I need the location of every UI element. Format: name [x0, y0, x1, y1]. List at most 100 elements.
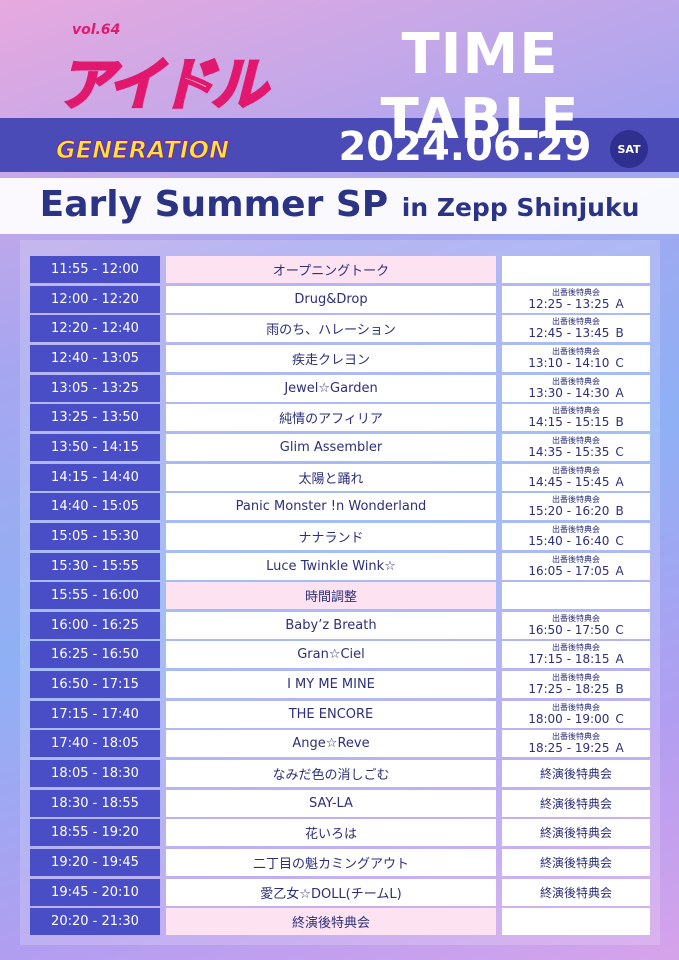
act-cell: Ange☆Reve [166, 730, 496, 758]
time-cell: 18:30 - 18:55 [30, 789, 160, 817]
time-cell: 15:30 - 15:55 [30, 552, 160, 580]
date: 2024.06.29 [338, 124, 592, 170]
benefit-booth: C [615, 444, 624, 459]
after-event: 終演後特典会 [539, 885, 612, 900]
act-cell: ナナランド [166, 522, 496, 550]
time-cell: 12:40 - 13:05 [30, 344, 160, 372]
benefit-period: 18:00 - 19:00 [528, 711, 610, 726]
benefit-period: 13:30 - 14:30 [528, 385, 610, 400]
time-cell: 12:20 - 12:40 [30, 315, 160, 343]
benefit-period: 17:15 - 18:15 [528, 652, 610, 667]
benefit-time: 13:10 - 14:10 C [528, 357, 624, 369]
benefit-time: 17:15 - 18:15 A [528, 653, 623, 665]
time-cell: 12:00 - 12:20 [30, 285, 160, 313]
benefit-label: 出番後特典会 [552, 554, 600, 564]
act-cell: THE ENCORE [166, 700, 496, 728]
act-cell: なみだ色の消しごむ [166, 760, 496, 788]
benefit-period: 12:45 - 13:45 [528, 326, 610, 341]
benefit-cell: 出番後特典会 12:25 - 13:25 A [502, 285, 650, 313]
date-band [0, 118, 679, 172]
after-event: 終演後特典会 [539, 826, 612, 841]
time-cell: 13:25 - 13:50 [30, 404, 160, 432]
benefit-cell: 終演後特典会 [502, 878, 650, 906]
act-cell: SAY-LA [166, 789, 496, 817]
act-cell: 純情のアフィリア [166, 404, 496, 432]
time-cell: 20:20 - 21:30 [30, 908, 160, 936]
benefit-period: 15:20 - 16:20 [528, 504, 610, 519]
benefit-label: 出番後特典会 [552, 317, 600, 327]
benefit-time: 16:05 - 17:05 A [528, 565, 623, 577]
benefit-cell: 出番後特典会 14:45 - 15:45 A [502, 463, 650, 491]
after-event: 終演後特典会 [539, 796, 612, 811]
after-event: 終演後特典会 [539, 856, 612, 870]
after-event: 終演後特典会 [539, 767, 612, 782]
act-cell: 疾走クレヨン [166, 344, 496, 372]
benefit-time: 17:25 - 18:25 B [528, 683, 623, 695]
benefit-cell: 出番後特典会 18:25 - 19:25 A [502, 730, 650, 758]
time-cell: 16:25 - 16:50 [30, 641, 160, 669]
benefit-cell [502, 908, 650, 936]
title: TIME TABLE [380, 22, 580, 152]
time-cell: 14:40 - 15:05 [30, 493, 160, 521]
time-cell: 16:00 - 16:25 [30, 611, 160, 639]
benefit-label: 出番後特典会 [552, 643, 600, 653]
benefit-label: 出番後特典会 [552, 406, 600, 416]
event-venue: in Zepp Shinjuku [401, 193, 640, 222]
act-cell: I MY ME MINE [166, 671, 496, 699]
act-cell: 終演後特典会 [166, 908, 496, 936]
event-name: Early Summer SP [39, 184, 389, 225]
benefit-booth: C [615, 533, 624, 548]
benefit-period: 17:25 - 18:25 [528, 682, 610, 697]
benefit-cell: 出番後特典会 14:35 - 15:35 C [502, 433, 650, 461]
act-cell: オープニングトーク [166, 256, 496, 283]
benefit-booth: B [615, 326, 624, 341]
benefit-cell: 出番後特典会 18:00 - 19:00 C [502, 700, 650, 728]
benefit-cell: 出番後特典会 16:50 - 17:50 C [502, 611, 650, 639]
benefit-period: 13:10 - 14:10 [528, 355, 610, 370]
benefit-period: 16:05 - 17:05 [528, 563, 610, 578]
benefit-period: 15:40 - 16:40 [528, 533, 610, 548]
benefit-booth: C [615, 355, 624, 370]
benefit-time: 12:45 - 13:45 B [528, 327, 623, 339]
act-cell: 二丁目の魁カミングアウト [166, 849, 496, 876]
benefit-label: 出番後特典会 [552, 495, 600, 505]
benefit-cell: 出番後特典会 16:05 - 17:05 A [502, 552, 650, 580]
benefit-label: 出番後特典会 [552, 524, 600, 534]
benefit-period: 14:15 - 15:15 [528, 415, 610, 430]
volume: vol.64 [72, 22, 121, 38]
benefit-cell: 出番後特典会 17:15 - 18:15 A [502, 641, 650, 669]
event-band [0, 178, 679, 234]
benefit-time: 18:25 - 19:25 A [528, 742, 623, 754]
benefit-cell: 終演後特典会 [502, 849, 650, 876]
benefit-label: 出番後特典会 [552, 346, 600, 356]
act-cell: Panic Monster !n Wonderland [166, 493, 496, 521]
benefit-cell: 出番後特典会 13:30 - 14:30 A [502, 374, 650, 402]
benefit-period: 16:50 - 17:50 [528, 622, 610, 637]
benefit-time: 15:40 - 16:40 C [528, 535, 624, 547]
benefit-cell: 出番後特典会 15:40 - 16:40 C [502, 522, 650, 550]
benefit-booth: C [615, 711, 624, 726]
benefit-time: 13:30 - 14:30 A [528, 387, 623, 399]
act-cell: 花いろは [166, 819, 496, 847]
time-cell: 11:55 - 12:00 [30, 256, 160, 283]
act-cell: 愛乙女☆DOLL(チームL) [166, 878, 496, 906]
time-cell: 17:40 - 18:05 [30, 730, 160, 758]
benefit-label: 出番後特典会 [552, 673, 600, 683]
benefit-booth: B [615, 504, 624, 519]
benefit-time: 15:20 - 16:20 B [528, 505, 623, 517]
time-cell: 15:55 - 16:00 [30, 582, 160, 610]
act-cell: Glim Assembler [166, 433, 496, 461]
time-cell: 17:15 - 17:40 [30, 700, 160, 728]
day: SAT [610, 130, 648, 168]
benefit-time: 16:50 - 17:50 C [528, 624, 624, 636]
benefit-label: 出番後特典会 [552, 465, 600, 475]
benefit-period: 14:45 - 15:45 [528, 474, 610, 489]
time-cell: 15:05 - 15:30 [30, 522, 160, 550]
time-cell: 19:45 - 20:10 [30, 878, 160, 906]
act-cell: Baby’z Breath [166, 611, 496, 639]
benefit-booth: A [615, 652, 624, 667]
benefit-label: 出番後特典会 [552, 732, 600, 742]
benefit-cell: 終演後特典会 [502, 760, 650, 788]
benefit-label: 出番後特典会 [552, 287, 600, 297]
